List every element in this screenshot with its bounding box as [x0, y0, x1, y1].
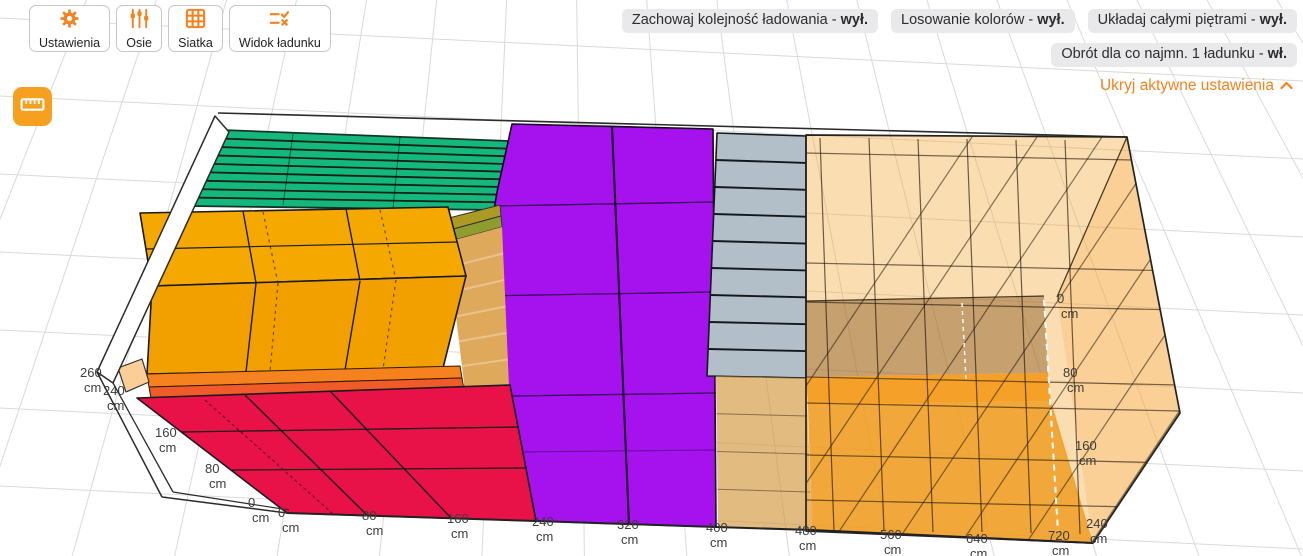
- axis-label: cm: [159, 440, 176, 455]
- axes-button[interactable]: Osie: [116, 5, 163, 52]
- axis-label: cm: [1052, 543, 1069, 556]
- grid-button[interactable]: Siatka: [168, 5, 223, 52]
- axis-label: cm: [1079, 453, 1096, 468]
- hide-active-settings-link[interactable]: Ukryj aktywne ustawienia: [1100, 77, 1293, 95]
- axis-label: 640: [966, 531, 988, 546]
- load-view-button[interactable]: Widok ładunku: [228, 5, 331, 52]
- axis-label: cm: [451, 526, 468, 541]
- axis-label: cm: [366, 523, 383, 538]
- axis-label: cm: [107, 398, 124, 413]
- axis-label: cm: [621, 532, 638, 547]
- axis-label: 80: [362, 508, 376, 523]
- axis-label: 0: [1057, 291, 1064, 306]
- axis-label: cm: [970, 546, 987, 556]
- axis-label: cm: [710, 535, 727, 550]
- axis-label: 80: [1063, 365, 1077, 380]
- axes-button-label: Osie: [126, 36, 152, 50]
- axis-label: cm: [252, 510, 269, 525]
- axis-label: 480: [795, 523, 817, 538]
- active-settings-row1: Zachowaj kolejność ładowania - wył. Loso…: [621, 9, 1297, 33]
- settings-button-label: Ustawienia: [39, 36, 101, 50]
- axis-label: cm: [209, 476, 226, 491]
- setting-badge-random-colors: Losowanie kolorów - wył.: [891, 9, 1075, 33]
- axis-label: 80: [205, 461, 219, 476]
- axis-label: 320: [617, 517, 639, 532]
- axis-label: 240: [532, 514, 554, 529]
- view-toolbar: Ustawienia Osie: [29, 5, 331, 52]
- axis-label: cm: [282, 520, 299, 535]
- load-view-button-label: Widok ładunku: [238, 36, 321, 50]
- axis-label: 560: [880, 527, 902, 542]
- setting-badge-rotation: Obrót dla co najmn. 1 ładunku - wł.: [1051, 43, 1297, 67]
- ruler-tool-button[interactable]: [13, 87, 52, 126]
- axis-label: 160: [155, 425, 177, 440]
- axis-label: cm: [799, 538, 816, 553]
- grid-button-label: Siatka: [178, 36, 213, 50]
- axis-label: cm: [536, 529, 553, 544]
- gear-icon: [58, 7, 81, 35]
- grid-icon: [184, 7, 207, 35]
- axis-label: 400: [706, 520, 728, 535]
- setting-badge-full-layers: Układaj całymi piętrami - wył.: [1087, 9, 1297, 33]
- axis-label: cm: [1090, 531, 1107, 546]
- axis-label: cm: [884, 542, 901, 556]
- axis-label: 160: [447, 511, 469, 526]
- axis-label: cm: [1067, 380, 1084, 395]
- axis-label: 160: [1075, 438, 1097, 453]
- checklist-icon: [268, 7, 291, 35]
- axis-label: 0: [248, 495, 255, 510]
- axis-label: cm: [84, 380, 101, 395]
- axis-label: cm: [1061, 306, 1078, 321]
- trailer-and-cargo: [96, 112, 1181, 544]
- active-settings-row2: Obrót dla co najmn. 1 ładunku - wł.: [1051, 43, 1297, 67]
- settings-button[interactable]: Ustawienia: [29, 5, 111, 52]
- axis-label: 240: [103, 383, 125, 398]
- chevron-up-icon: [1280, 77, 1293, 95]
- setting-badge-load-order: Zachowaj kolejność ładowania - wył.: [621, 9, 878, 33]
- sliders-icon: [128, 7, 151, 35]
- axis-label: 260: [80, 365, 102, 380]
- axis-label: 240: [1086, 516, 1108, 531]
- axis-label: 0: [278, 505, 285, 520]
- axis-label: 720: [1048, 528, 1070, 543]
- ruler-icon: [20, 92, 45, 122]
